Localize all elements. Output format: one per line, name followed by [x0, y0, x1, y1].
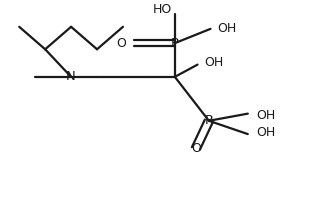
Text: OH: OH — [256, 109, 275, 122]
Text: N: N — [66, 70, 76, 83]
Text: O: O — [116, 37, 126, 50]
Text: OH: OH — [256, 126, 275, 139]
Text: P: P — [205, 114, 213, 127]
Text: HO: HO — [152, 3, 171, 16]
Text: OH: OH — [204, 56, 223, 69]
Text: OH: OH — [217, 22, 236, 35]
Text: O: O — [191, 142, 201, 155]
Text: P: P — [171, 37, 179, 50]
